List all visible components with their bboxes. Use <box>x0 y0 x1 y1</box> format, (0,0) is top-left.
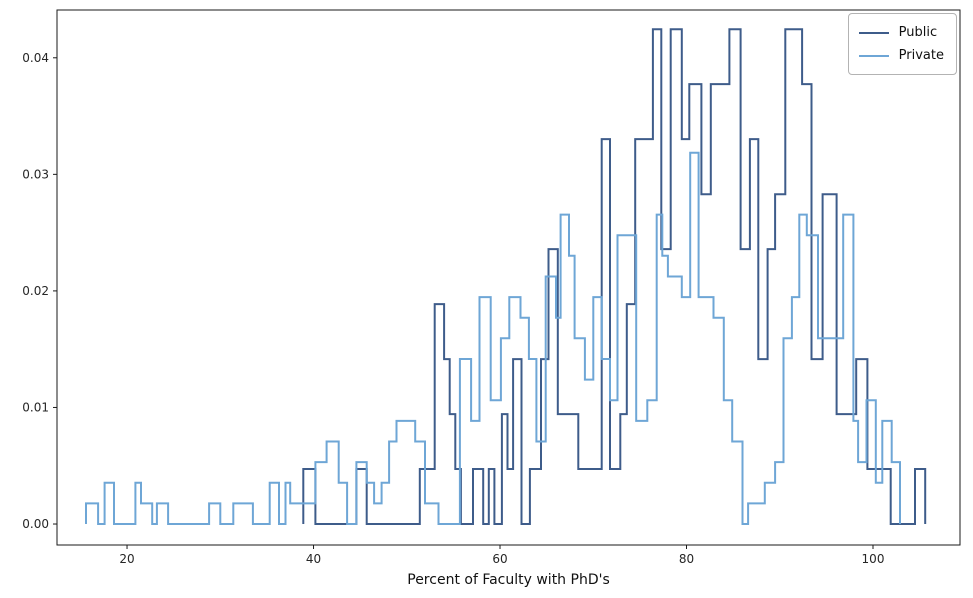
y-tick-label: 0.04 <box>22 51 49 65</box>
legend-item-private: Private <box>858 44 944 67</box>
y-tick-label: 0.00 <box>22 517 49 531</box>
x-tick-label: 100 <box>862 552 885 566</box>
legend-label-public: Public <box>898 25 938 40</box>
x-tick-label: 40 <box>306 552 321 566</box>
plot-frame <box>56 9 961 546</box>
y-tick-label: 0.01 <box>22 400 49 414</box>
legend-item-public: Public <box>858 21 944 44</box>
x-tick-label: 60 <box>492 552 507 566</box>
x-tick-label: 20 <box>119 552 134 566</box>
y-tick-label: 0.03 <box>22 167 49 181</box>
series-private <box>85 151 901 525</box>
y-tick-label: 0.02 <box>22 284 49 298</box>
x-tick-label: 80 <box>679 552 694 566</box>
legend-line-swatch-public <box>858 31 889 34</box>
legend: Public Private <box>847 13 957 75</box>
series-public <box>302 28 927 525</box>
legend-line-swatch-private <box>858 54 889 57</box>
x-axis-label: Percent of Faculty with PhD's <box>407 572 610 588</box>
legend-label-private: Private <box>898 48 944 63</box>
